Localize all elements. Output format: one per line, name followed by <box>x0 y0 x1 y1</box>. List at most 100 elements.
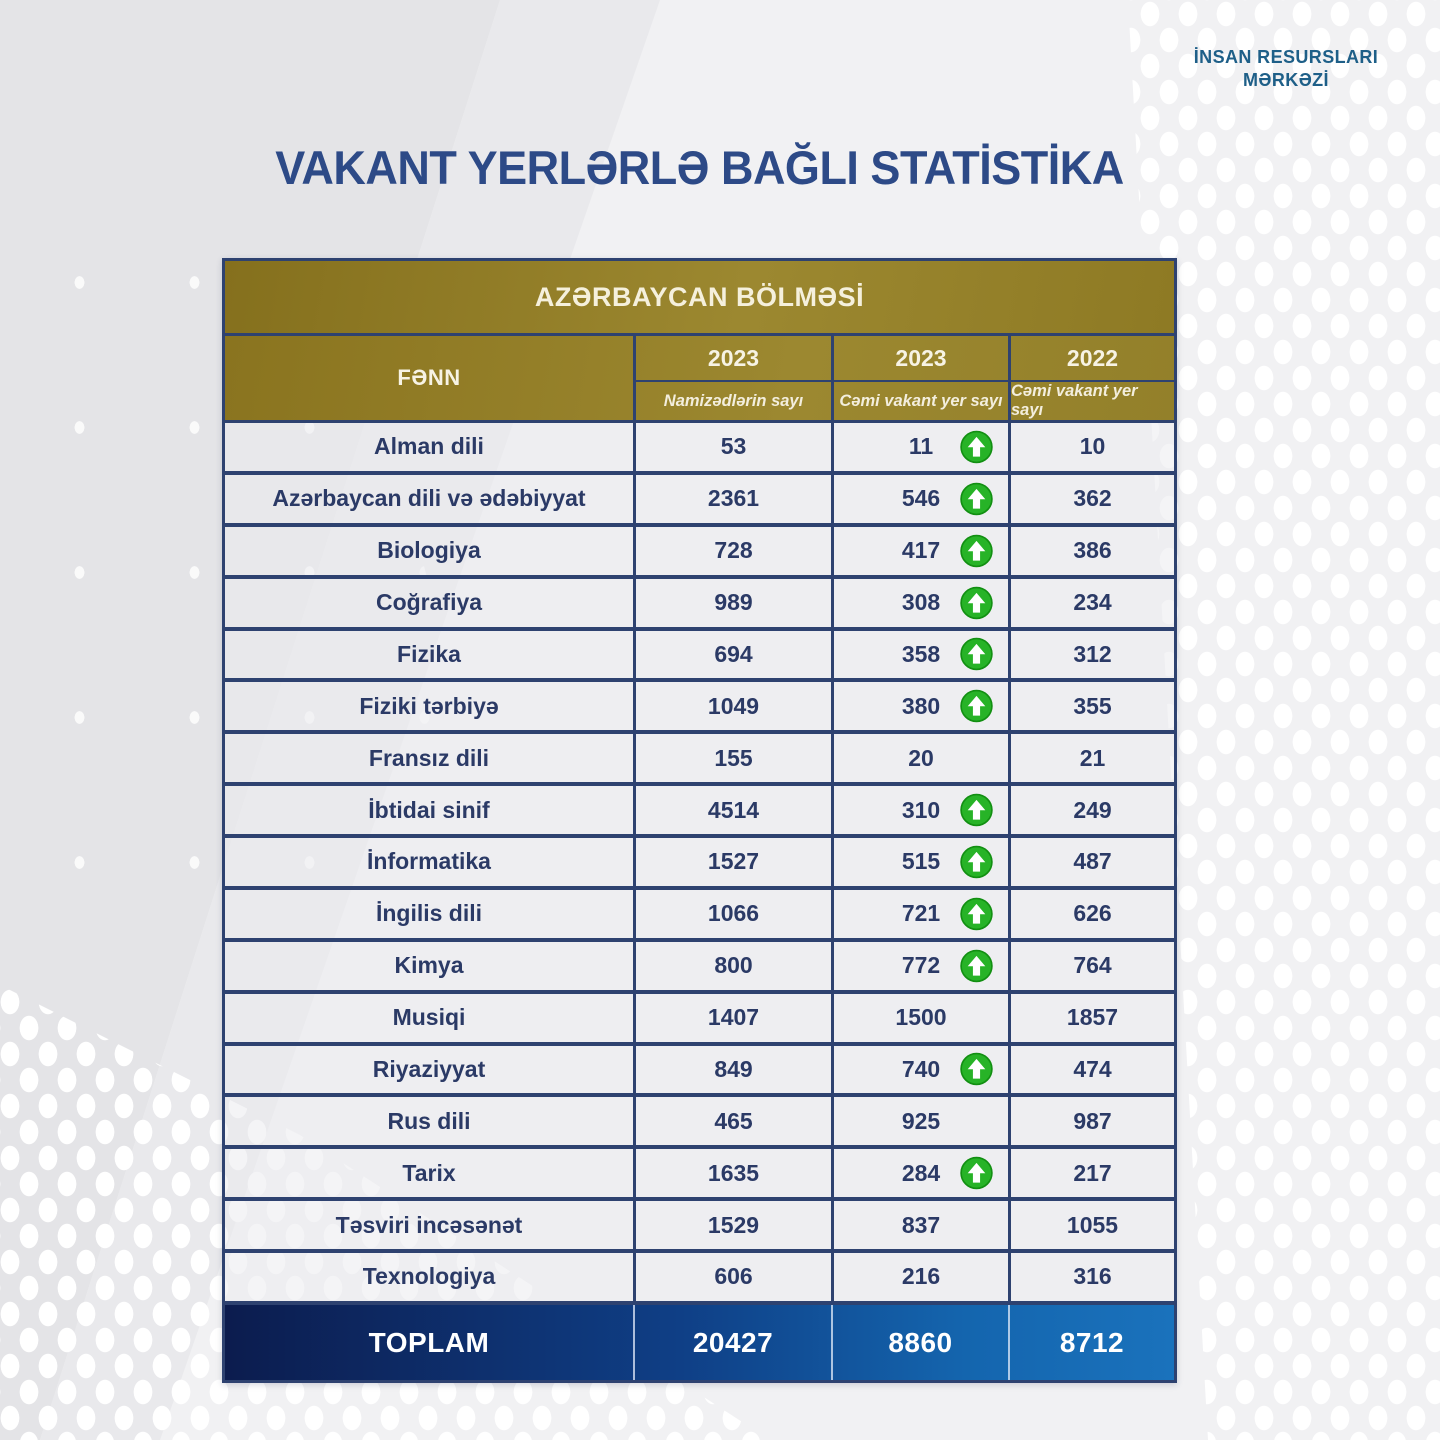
vacant-2023-cell: 546 <box>831 474 1008 523</box>
vacant-2023-cell: 837 <box>831 1201 1008 1249</box>
vacant-2023-cell: 740 <box>831 1045 1008 1094</box>
column-header-candidates-2023: 2023 Namizədlərin sayı <box>633 336 831 420</box>
table-row: Fiziki tərbiyə 1049 380 355 <box>225 678 1174 731</box>
subject-cell: Azərbaycan dili və ədəbiyyat <box>225 475 633 523</box>
cell-value: İngilis dili <box>375 900 483 927</box>
candidates-2023-cell: 1529 <box>633 1201 831 1249</box>
cell-value: 800 <box>714 952 753 979</box>
cell-value: 417 <box>901 537 941 564</box>
subject-cell: Biologiya <box>225 527 633 575</box>
cell-value: 1635 <box>707 1159 760 1186</box>
vacant-2023-cell: 1500 <box>831 993 1008 1042</box>
cell-value: Azərbaycan dili və ədəbiyyat <box>272 485 586 512</box>
table-row: İbtidai sinif 4514 310 249 <box>225 782 1174 834</box>
cell-value: Fiziki tərbiyə <box>359 692 499 719</box>
cell-value: 53 <box>720 433 747 460</box>
cell-value: 740 <box>901 1055 941 1082</box>
cell-value: 1407 <box>707 1004 760 1031</box>
total-candidates-2023: 20427 <box>633 1305 831 1380</box>
up-arrow-icon <box>960 949 993 982</box>
cell-value: 249 <box>1073 796 1112 823</box>
subject-cell: İngilis dili <box>225 890 633 938</box>
vacant-2022-cell: 355 <box>1008 682 1174 731</box>
up-arrow-icon <box>960 586 993 619</box>
vacant-2023-cell: 11 <box>831 423 1008 471</box>
vacant-2022-cell: 21 <box>1008 734 1174 783</box>
subject-cell: Fransız dili <box>225 734 633 782</box>
table-row: Kimya 800 772 764 <box>225 937 1174 990</box>
cell-value: Rus dili <box>387 1107 471 1134</box>
logo-line-2: MƏRKƏZİ <box>1243 69 1329 90</box>
up-arrow-icon <box>960 482 993 516</box>
cell-value: 380 <box>901 692 941 719</box>
candidates-2023-cell: 53 <box>633 423 831 471</box>
cell-value: 728 <box>714 537 753 564</box>
table-column-headers: FƏNN 2023 Namizədlərin sayı 2023 Cəmi va… <box>225 333 1174 423</box>
column-header-vacancies-2022: 2022 Cəmi vakant yer sayı <box>1008 336 1174 420</box>
table-row: Biologiya 728 417 386 <box>225 522 1174 575</box>
vacant-2023-cell: 380 <box>831 682 1008 731</box>
cell-value: 312 <box>1073 640 1112 667</box>
candidates-2023-cell: 728 <box>633 526 831 575</box>
vacant-2023-cell: 308 <box>831 578 1008 627</box>
vacant-2023-cell: 772 <box>831 941 1008 990</box>
vacant-2022-cell: 217 <box>1008 1149 1174 1198</box>
statistics-table: AZƏRBAYCAN BÖLMƏSİ FƏNN 2023 Namizədləri… <box>222 258 1177 1383</box>
column-header-subject: FƏNN <box>397 365 461 390</box>
up-arrow-icon <box>960 1156 993 1190</box>
cell-value: 474 <box>1073 1055 1112 1082</box>
cell-value: 849 <box>714 1055 753 1082</box>
table-row: Fransız dili 155 20 21 <box>225 730 1174 783</box>
cell-value: 234 <box>1073 589 1112 616</box>
cell-value: 925 <box>901 1107 941 1134</box>
subject-cell: Musiqi <box>225 994 633 1042</box>
subject-cell: Kimya <box>225 942 633 990</box>
cell-value: 465 <box>714 1107 753 1134</box>
cell-value: 310 <box>901 796 941 823</box>
cell-value: 358 <box>901 640 941 667</box>
subject-cell: Təsviri incəsənət <box>225 1201 633 1249</box>
table-row: Coğrafiya 989 308 234 <box>225 574 1174 627</box>
cell-value: 308 <box>901 589 941 616</box>
cell-value: Coğrafiya <box>375 589 483 616</box>
table-row: İnformatika 1527 515 487 <box>225 834 1174 886</box>
subject-cell: Riyaziyyat <box>225 1046 633 1094</box>
cell-value: Riyaziyyat <box>372 1055 486 1082</box>
vacant-2022-cell: 316 <box>1008 1253 1174 1301</box>
cell-value: Təsviri incəsənət <box>335 1211 523 1238</box>
vacant-2022-cell: 1857 <box>1008 993 1174 1042</box>
subject-cell: Coğrafiya <box>225 579 633 627</box>
table-row: Azərbaycan dili və ədəbiyyat 2361 546 362 <box>225 470 1174 523</box>
total-row: TOPLAM 20427 8860 8712 <box>225 1301 1174 1380</box>
page-title: VAKANT YERLƏRLƏ BAĞLI STATİSTİKA <box>275 140 1124 195</box>
cell-value: 987 <box>1073 1107 1112 1134</box>
year-label: 2023 <box>834 336 1008 382</box>
cell-value: Texnologiya <box>362 1263 496 1290</box>
subject-cell: Fiziki tərbiyə <box>225 682 633 730</box>
cell-value: 20 <box>908 744 934 771</box>
cell-value: 721 <box>901 900 941 927</box>
cell-value: 362 <box>1073 485 1112 512</box>
table-section-header: AZƏRBAYCAN BÖLMƏSİ <box>225 261 1174 333</box>
up-arrow-icon <box>960 430 993 464</box>
table-row: Riyaziyyat 849 740 474 <box>225 1041 1174 1094</box>
candidates-2023-cell: 849 <box>633 1045 831 1094</box>
table-body: Alman dili 53 11 10 Azərbaycan dili və ədəbi… <box>225 423 1174 1301</box>
cell-value: 1527 <box>707 848 760 875</box>
candidates-2023-cell: 1407 <box>633 993 831 1042</box>
vacant-2022-cell: 626 <box>1008 889 1174 938</box>
vacant-2023-cell: 310 <box>831 786 1008 834</box>
cell-value: 989 <box>714 589 753 616</box>
cell-value: 772 <box>901 952 941 979</box>
cell-value: İbtidai sinif <box>368 796 490 823</box>
subject-cell: Alman dili <box>225 423 633 471</box>
column-sublabel: Namizədlərin sayı <box>663 391 804 410</box>
cell-value: 11 <box>908 433 934 460</box>
vacant-2022-cell: 386 <box>1008 526 1174 575</box>
table-row: Tarix 1635 284 217 <box>225 1145 1174 1198</box>
cell-value: 837 <box>901 1211 941 1238</box>
candidates-2023-cell: 465 <box>633 1097 831 1146</box>
vacant-2023-cell: 216 <box>831 1253 1008 1301</box>
candidates-2023-cell: 155 <box>633 734 831 783</box>
subject-cell: İbtidai sinif <box>225 786 633 834</box>
